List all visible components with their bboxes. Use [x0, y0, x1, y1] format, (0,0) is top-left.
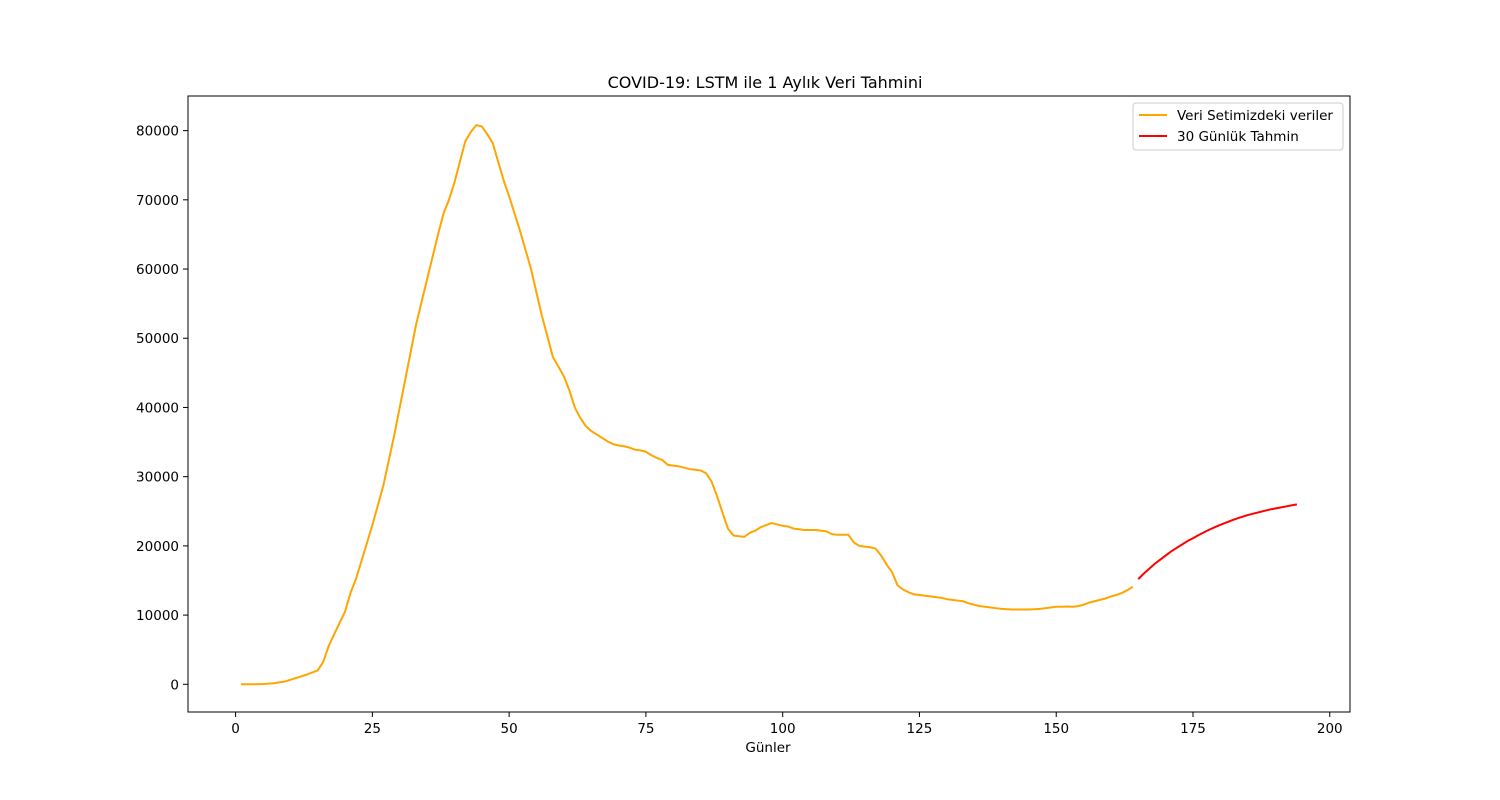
series-layer: [241, 124, 1298, 686]
x-tick-label: 125: [907, 721, 933, 737]
y-tick-label: 60000: [136, 262, 179, 278]
plot-area: [187, 95, 1351, 713]
x-tick-label: 200: [1317, 721, 1343, 737]
x-axis-label: Günler: [745, 740, 791, 756]
x-tick-label: 75: [637, 721, 654, 737]
series-line-1: [241, 124, 1134, 686]
x-tick-label: 25: [364, 721, 381, 737]
chart-title: COVID-19: LSTM ile 1 Aylık Veri Tahmini: [608, 73, 923, 92]
legend: Veri Setimizdeki veriler 30 Günlük Tahmin: [1132, 102, 1344, 151]
y-tick-label: 10000: [136, 608, 179, 624]
plot-frame: [187, 95, 1351, 713]
y-tick-label: 80000: [136, 124, 179, 140]
x-tick-label: 50: [501, 721, 518, 737]
legend-box: [1132, 102, 1344, 151]
x-tick-label: 175: [1180, 721, 1206, 737]
y-tick-label: 50000: [136, 331, 179, 347]
y-tick-label: 30000: [136, 470, 179, 486]
y-axis: 0 10000 20000 30000 40000 50000 60000 70000 8000…: [136, 124, 188, 693]
x-tick-label: 0: [231, 721, 240, 737]
y-tick-label: 20000: [136, 539, 179, 555]
x-tick-label: 150: [1043, 721, 1069, 737]
legend-label: Veri Setimizdeki veriler: [1177, 108, 1333, 124]
legend-label: 30 Günlük Tahmin: [1177, 129, 1299, 145]
y-tick-label: 70000: [136, 193, 179, 209]
x-axis: 0 25 50 75 100 125 150 175 200: [231, 712, 1343, 737]
y-tick-label: 40000: [136, 400, 179, 416]
series-line-2: [1137, 503, 1298, 580]
x-tick-label: 100: [770, 721, 796, 737]
y-tick-label: 0: [170, 677, 179, 693]
